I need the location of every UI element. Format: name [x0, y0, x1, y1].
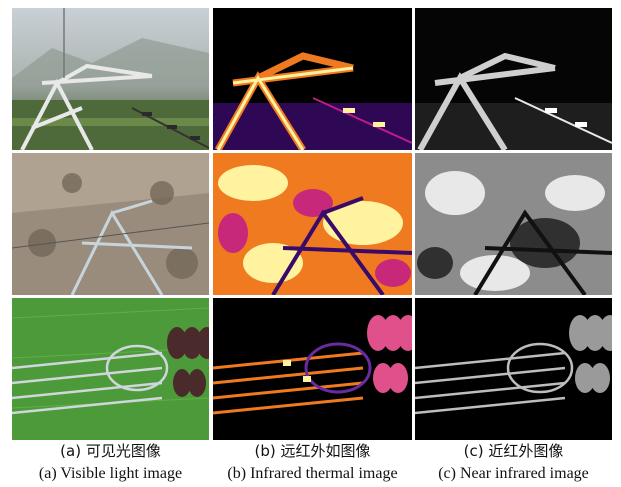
caption-nir-en: (c) Near infrared image: [438, 465, 589, 482]
thermal-line-fittings-image: [213, 298, 412, 440]
caption-row-english: (a) Visible light image (b) Infrared the…: [0, 463, 621, 485]
nir-line-fittings-image: [415, 298, 612, 440]
visible-line-fittings-image: [12, 298, 209, 440]
visible-tower-top-image: [12, 8, 209, 150]
caption-visible-cn: (a) 可见光图像: [60, 442, 161, 460]
visible-tower-insulator-image: [12, 153, 209, 295]
nir-tower-insulator-image: [415, 153, 612, 295]
figure-grid: [12, 8, 612, 440]
nir-tower-top-image: [415, 8, 612, 150]
caption-thermal-en: (b) Infrared thermal image: [227, 465, 398, 482]
caption-row-chinese: (a) 可见光图像 (b) 远红外如图像 (c) 近红外图像: [0, 440, 621, 462]
thermal-tower-insulator-image: [213, 153, 412, 295]
caption-nir-cn: (c) 近红外图像: [463, 442, 564, 460]
thermal-tower-top-image: [213, 8, 412, 150]
caption-visible-en: (a) Visible light image: [38, 465, 183, 482]
caption-thermal-cn: (b) 远红外如图像: [254, 442, 371, 460]
